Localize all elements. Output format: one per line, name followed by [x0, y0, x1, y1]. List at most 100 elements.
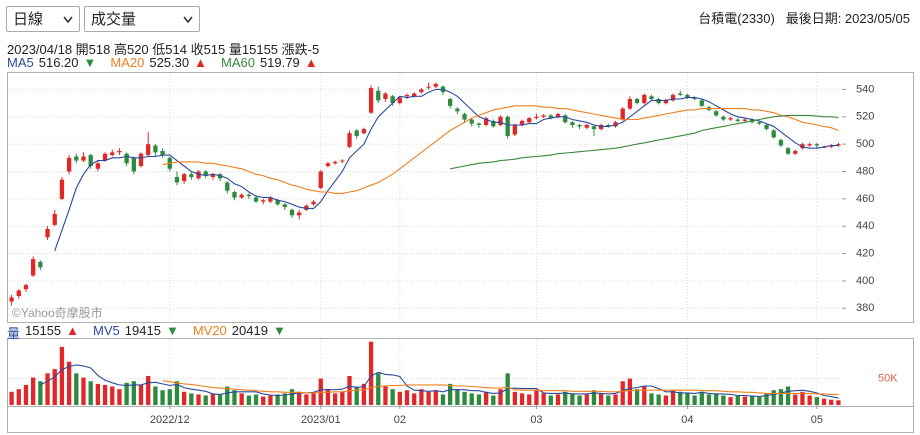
candle-body	[426, 86, 431, 88]
ma-legend: MA5 516.20 ▼ MA20 525.30 ▲ MA60 519.79 ▲	[7, 55, 332, 70]
volume-bar	[656, 394, 661, 405]
candle-body	[656, 98, 661, 104]
candle-body	[390, 96, 395, 104]
candle-body	[642, 94, 647, 104]
volume-bar	[275, 394, 280, 405]
volume-bar	[282, 393, 287, 405]
candle-body	[110, 152, 115, 156]
candle-body	[800, 144, 805, 149]
volume-bar	[189, 393, 194, 405]
candle-body	[728, 118, 733, 120]
volume-bar	[598, 393, 604, 405]
volume-bar	[527, 394, 532, 405]
volume-bar	[74, 373, 79, 405]
candle-body	[476, 123, 482, 125]
last-date: 最後日期: 2023/05/05	[785, 11, 910, 26]
ohlc-info: 2023/04/18 開518 高520 低514 收515 量15155 漲跌…	[7, 42, 320, 57]
volume-bar	[52, 369, 57, 405]
candle-body	[311, 201, 316, 205]
candle-body	[491, 120, 496, 127]
candle-body	[404, 94, 410, 97]
candle-body	[340, 160, 345, 162]
legend-value: 525.30	[149, 55, 190, 70]
legend-arrow: ▲	[304, 55, 318, 70]
volume-bar	[548, 395, 553, 405]
volume-bar	[785, 386, 791, 405]
volume-bar	[217, 394, 223, 405]
stock-name: 台積電(2330)	[698, 11, 775, 26]
legend-value: 19415	[124, 323, 161, 338]
volume-bar	[706, 394, 712, 405]
volume-bar	[483, 391, 489, 405]
volume-bar	[131, 381, 136, 405]
candle-body	[261, 200, 266, 202]
candle-body	[462, 114, 467, 120]
y-tick-label: 440	[856, 220, 874, 232]
candle-body	[174, 176, 180, 183]
legend-value: 15155	[25, 323, 62, 338]
stock-info: 台積電(2330) 最後日期: 2023/05/05	[698, 8, 910, 27]
candle-body	[181, 174, 187, 182]
volume-bar	[304, 394, 309, 405]
volume-bar	[555, 394, 561, 405]
volume-bar	[469, 393, 474, 405]
volume-bar	[167, 389, 172, 405]
candle-body	[52, 213, 57, 225]
legend-name: MV20	[192, 323, 227, 338]
candle-body	[692, 97, 697, 99]
candle-body	[541, 115, 546, 117]
candle-body	[217, 174, 223, 179]
volume-bar	[412, 393, 417, 405]
volume-bar	[146, 375, 151, 405]
candle-body	[699, 100, 704, 106]
volume-bar	[627, 378, 633, 405]
volume-bar	[462, 391, 467, 405]
legend-arrow: ▼	[165, 323, 179, 338]
volume-bar	[476, 394, 482, 405]
volume-bar	[419, 389, 424, 405]
candle-body	[613, 122, 618, 127]
volume-bar	[232, 390, 237, 405]
y-tick-label: 380	[856, 302, 874, 314]
volume-bar	[210, 393, 216, 405]
indicator-label: 成交量	[91, 11, 137, 28]
candle-body	[38, 261, 43, 268]
volume-bar	[38, 381, 43, 405]
candle-body	[469, 119, 474, 124]
candle-body	[512, 124, 518, 135]
candle-body	[433, 83, 438, 87]
legend-value: 20419	[231, 323, 268, 338]
candle-body	[268, 197, 273, 202]
legend-name: 量	[7, 326, 21, 341]
volume-bar	[153, 386, 158, 405]
interval-label: 日線	[13, 11, 44, 28]
volume-bar	[433, 390, 438, 405]
y-tick-label: 520	[856, 111, 874, 123]
volume-bar	[361, 383, 367, 405]
volume-bar	[390, 389, 395, 405]
ma-line	[450, 114, 839, 170]
volume-bar	[261, 396, 266, 405]
volume-bar	[800, 391, 805, 405]
indicator-select[interactable]: 成交量	[84, 6, 200, 32]
candle-body	[239, 194, 244, 198]
volume-bar	[354, 386, 359, 405]
candle-body	[419, 89, 424, 93]
interval-select[interactable]: 日線	[6, 6, 80, 32]
volume-bar	[757, 397, 762, 405]
volume-bar	[721, 395, 726, 405]
candle-body	[555, 114, 561, 117]
x-tick-label: 2023/01	[301, 414, 341, 426]
mv-line	[40, 364, 839, 399]
volume-bar	[498, 389, 503, 405]
volume-bar	[692, 395, 697, 405]
volume-bar	[332, 393, 338, 405]
volume-bar	[699, 391, 704, 405]
volume-bar	[268, 395, 273, 405]
candle-body	[836, 144, 841, 146]
candle-body	[742, 119, 748, 121]
candle-body	[146, 144, 151, 156]
legend-arrow: ▲	[194, 55, 207, 70]
